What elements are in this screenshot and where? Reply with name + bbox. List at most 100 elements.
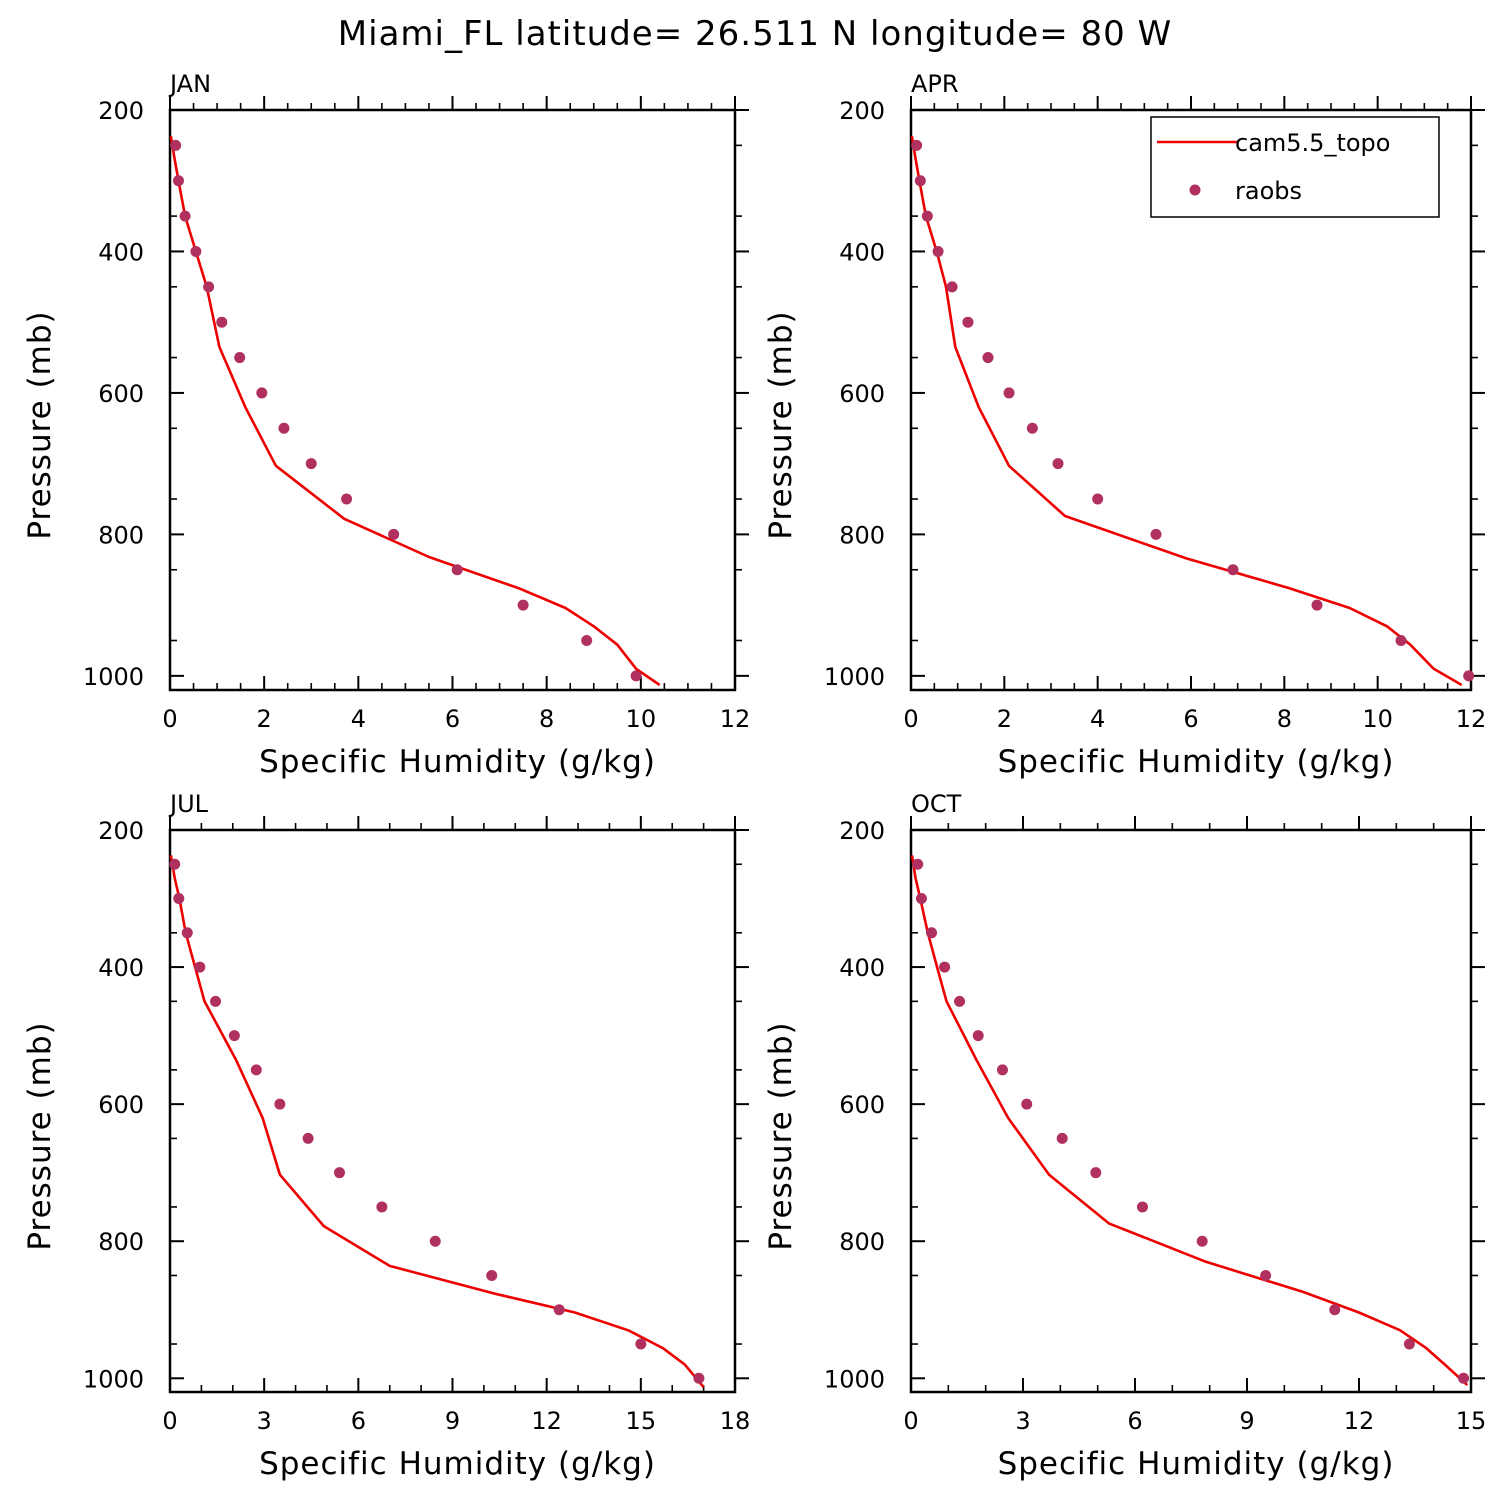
raobs-point	[429, 1235, 441, 1247]
y-tick-label: 800	[839, 1228, 885, 1256]
x-tick-label: 0	[903, 1407, 918, 1435]
raobs-point	[1458, 1372, 1470, 1384]
raobs-point	[250, 1064, 262, 1076]
raobs-point	[170, 139, 182, 151]
y-tick-label: 1000	[83, 663, 144, 691]
raobs-point	[216, 316, 228, 328]
chart-title: Miami_FL latitude= 26.511 N longitude= 8…	[338, 14, 1172, 54]
y-tick-label: 400	[839, 954, 885, 982]
raobs-point	[946, 281, 958, 293]
x-axis-title: Specific Humidity (g/kg)	[259, 744, 656, 780]
raobs-point	[932, 245, 944, 257]
raobs-point	[451, 564, 463, 576]
raobs-point	[635, 1338, 647, 1350]
y-tick-label: 400	[98, 954, 144, 982]
x-tick-label: 0	[162, 705, 177, 733]
raobs-point	[914, 175, 926, 187]
x-tick-label: 18	[720, 1407, 751, 1435]
raobs-point	[553, 1304, 565, 1316]
x-axis-title: Specific Humidity (g/kg)	[998, 1446, 1395, 1482]
x-tick-label: 15	[1456, 1407, 1487, 1435]
raobs-point	[972, 1030, 984, 1042]
raobs-point	[962, 316, 974, 328]
raobs-point	[210, 995, 222, 1007]
raobs-point	[693, 1372, 705, 1384]
legend-box	[1150, 116, 1440, 218]
x-tick-label: 2	[997, 705, 1012, 733]
plot-frame	[168, 108, 737, 692]
raobs-point	[1003, 387, 1015, 399]
raobs-point	[181, 927, 193, 939]
raobs-point	[376, 1201, 388, 1213]
panel-oct: OCT 0 3 6 9 12 15 200 400 600 800 1000 Specific Humi…	[763, 790, 1486, 1482]
raobs-point	[912, 858, 924, 870]
x-tick-label: 2	[257, 705, 272, 733]
y-tick-label: 600	[839, 1091, 885, 1119]
y-tick-label: 200	[839, 817, 885, 845]
raobs-point	[169, 858, 181, 870]
raobs-point	[915, 893, 927, 905]
raobs-point	[921, 210, 933, 222]
y-tick-label: 800	[98, 521, 144, 549]
raobs-point	[1403, 1338, 1415, 1350]
raobs-point	[334, 1167, 345, 1179]
raobs-point	[194, 961, 206, 973]
raobs-point	[1056, 1132, 1068, 1144]
plot-frame	[909, 828, 1473, 1394]
x-tick-label: 12	[1344, 1407, 1375, 1435]
legend-label: cam5.5_topo	[1235, 129, 1390, 157]
panel-label: JAN	[168, 70, 211, 98]
y-axis-title: Pressure (mb)	[763, 310, 799, 539]
series-line-cam5-5-topo	[169, 855, 705, 1389]
x-tick-label: 8	[1277, 705, 1292, 733]
y-tick-label: 1000	[83, 1365, 144, 1393]
x-tick-label: 6	[1183, 705, 1198, 733]
x-tick-label: 4	[1090, 705, 1105, 733]
raobs-point	[926, 927, 938, 939]
y-tick-label: 800	[839, 521, 885, 549]
raobs-point	[996, 1064, 1008, 1076]
x-tick-label: 6	[351, 1407, 366, 1435]
raobs-point	[228, 1030, 240, 1042]
raobs-point	[1196, 1235, 1208, 1247]
x-tick-label: 12	[531, 1407, 562, 1435]
x-tick-label: 0	[162, 1407, 177, 1435]
legend-label: raobs	[1235, 177, 1302, 205]
raobs-point	[234, 352, 246, 364]
y-tick-label: 600	[98, 1091, 144, 1119]
x-tick-label: 9	[1239, 1407, 1254, 1435]
raobs-point	[1052, 458, 1064, 470]
raobs-point	[1395, 634, 1407, 646]
raobs-point	[1311, 599, 1323, 611]
raobs-point	[190, 245, 202, 257]
y-tick-label: 600	[839, 380, 885, 408]
x-tick-label: 4	[351, 705, 366, 733]
x-tick-label: 10	[626, 705, 657, 733]
raobs-point	[486, 1269, 498, 1281]
x-tick-label: 10	[1362, 705, 1393, 733]
y-tick-label: 1000	[824, 663, 885, 691]
y-tick-label: 1000	[824, 1365, 885, 1393]
y-tick-label: 400	[839, 238, 885, 266]
raobs-point	[305, 458, 317, 470]
panel-label: JUL	[168, 790, 209, 818]
x-tick-label: 9	[445, 1407, 460, 1435]
raobs-point	[179, 210, 191, 222]
raobs-point	[630, 670, 642, 682]
legend-marker-swatch	[1189, 184, 1201, 196]
raobs-point	[517, 599, 529, 611]
raobs-point	[388, 528, 400, 540]
y-axis-title: Pressure (mb)	[763, 1021, 799, 1250]
x-tick-label: 3	[1015, 1407, 1030, 1435]
raobs-point	[1227, 564, 1239, 576]
raobs-point	[1090, 1167, 1102, 1179]
panel-jul: JUL 0 3 6 9 12 15 18 200 400 600 800 1000 Specific Hu…	[22, 790, 750, 1482]
series-line-cam5-5-topo	[910, 855, 1469, 1387]
raobs-point	[1329, 1304, 1341, 1316]
y-axis-title: Pressure (mb)	[22, 1021, 58, 1250]
x-tick-label: 8	[539, 705, 554, 733]
raobs-point	[1026, 422, 1038, 434]
y-tick-label: 200	[839, 97, 885, 125]
